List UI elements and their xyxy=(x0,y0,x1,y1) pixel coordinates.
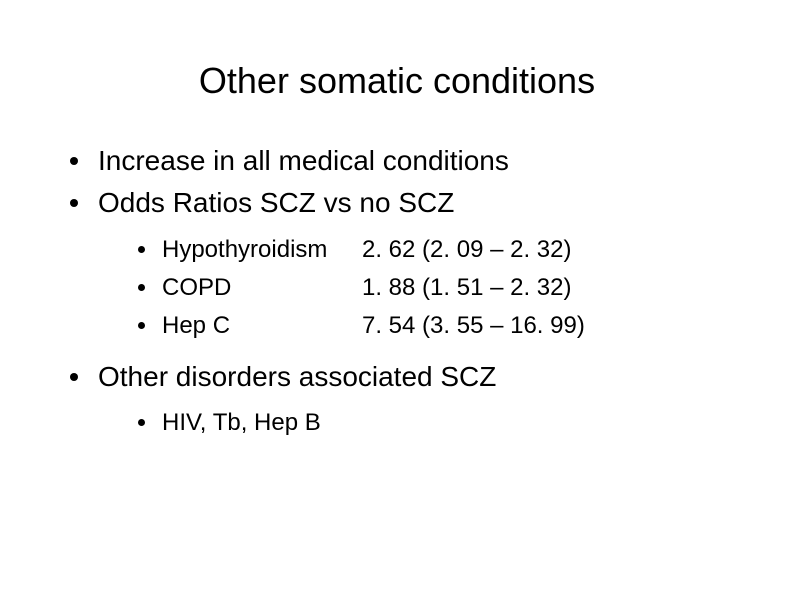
slide-title: Other somatic conditions xyxy=(40,60,754,102)
other-disorders-item: HIV, Tb, Hep B xyxy=(138,405,754,441)
bullet-list-level1: Increase in all medical conditions Odds … xyxy=(40,142,754,441)
odds-value: 2. 62 (2. 09 – 2. 32) xyxy=(362,232,754,268)
bullet-odds-ratios: Odds Ratios SCZ vs no SCZ Hypothyroidism… xyxy=(70,184,754,344)
odds-row: COPD 1. 88 (1. 51 – 2. 32) xyxy=(138,270,754,306)
odds-row: Hypothyroidism 2. 62 (2. 09 – 2. 32) xyxy=(138,232,754,268)
odds-name: COPD xyxy=(162,270,362,306)
odds-value: 7. 54 (3. 55 – 16. 99) xyxy=(362,308,754,344)
slide: Other somatic conditions Increase in all… xyxy=(0,0,794,595)
odds-value: 1. 88 (1. 51 – 2. 32) xyxy=(362,270,754,306)
odds-row: Hep C 7. 54 (3. 55 – 16. 99) xyxy=(138,308,754,344)
bullet-odds-ratios-label: Odds Ratios SCZ vs no SCZ xyxy=(98,187,454,218)
bullet-other-disorders: Other disorders associated SCZ HIV, Tb, … xyxy=(70,358,754,442)
odds-name: Hep C xyxy=(162,308,362,344)
odds-ratio-list: Hypothyroidism 2. 62 (2. 09 – 2. 32) COP… xyxy=(98,232,754,344)
bullet-increase: Increase in all medical conditions xyxy=(70,142,754,180)
bullet-other-disorders-label: Other disorders associated SCZ xyxy=(98,361,496,392)
other-disorders-list: HIV, Tb, Hep B xyxy=(98,405,754,441)
odds-name: Hypothyroidism xyxy=(162,232,362,268)
